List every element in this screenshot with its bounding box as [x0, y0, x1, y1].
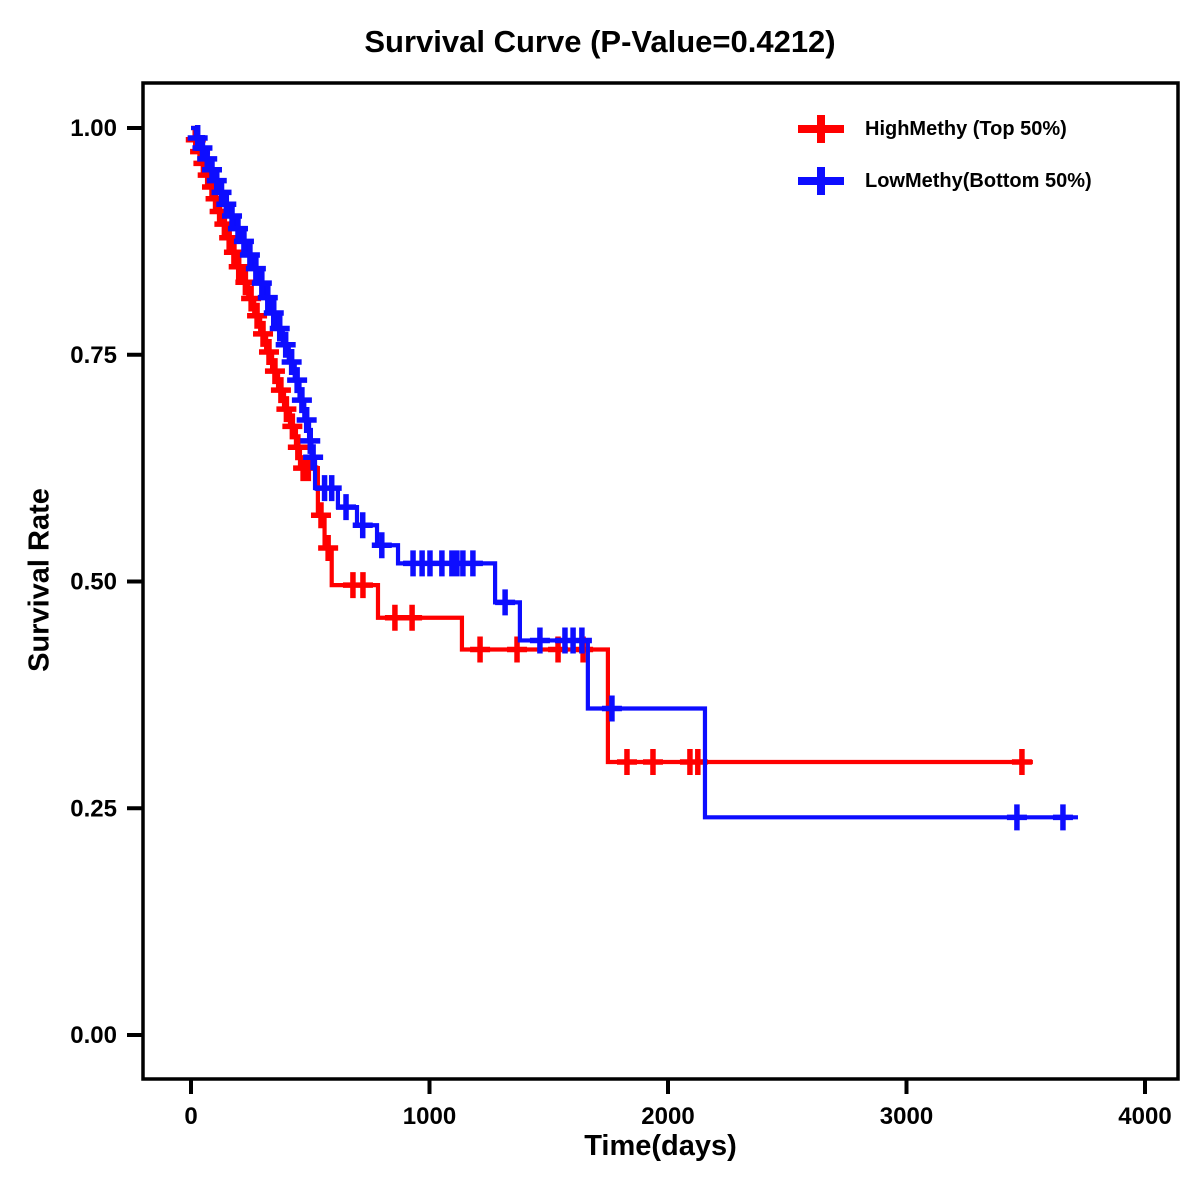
lowmethy-censor-marks	[187, 124, 1073, 831]
chart-title: Survival Curve (P-Value=0.4212)	[364, 24, 836, 59]
legend-item-lowmethy: LowMethy(Bottom 50%)	[793, 162, 1092, 200]
plot-panel-border	[141, 81, 1180, 1081]
lowmethy-curve	[191, 125, 1078, 820]
y-tick-label: 0.00	[70, 1022, 117, 1049]
y-tick-label: 0.25	[70, 795, 117, 822]
y-axis-title: Survival Rate	[23, 488, 56, 672]
highmethy-curve	[191, 125, 1033, 765]
plus-marker-icon	[798, 115, 844, 143]
x-tick-label: 3000	[880, 1103, 933, 1130]
x-tick-label: 1000	[403, 1103, 456, 1130]
y-tick-label: 0.75	[70, 342, 117, 369]
x-tick-label: 0	[184, 1103, 197, 1130]
legend-label-lowmethy: LowMethy(Bottom 50%)	[865, 169, 1092, 192]
legend-label-highmethy: HighMethy (Top 50%)	[865, 117, 1067, 140]
x-tick-label: 2000	[641, 1103, 694, 1130]
plus-marker-icon	[798, 167, 844, 195]
x-tick-label: 4000	[1118, 1103, 1171, 1130]
y-tick-label: 0.50	[70, 569, 117, 596]
x-axis-title: Time(days)	[584, 1130, 737, 1162]
legend-item-highmethy: HighMethy (Top 50%)	[793, 110, 1092, 148]
legend: HighMethy (Top 50%) LowMethy(Bottom 50%)	[793, 110, 1092, 200]
y-tick-label: 1.00	[70, 115, 117, 142]
